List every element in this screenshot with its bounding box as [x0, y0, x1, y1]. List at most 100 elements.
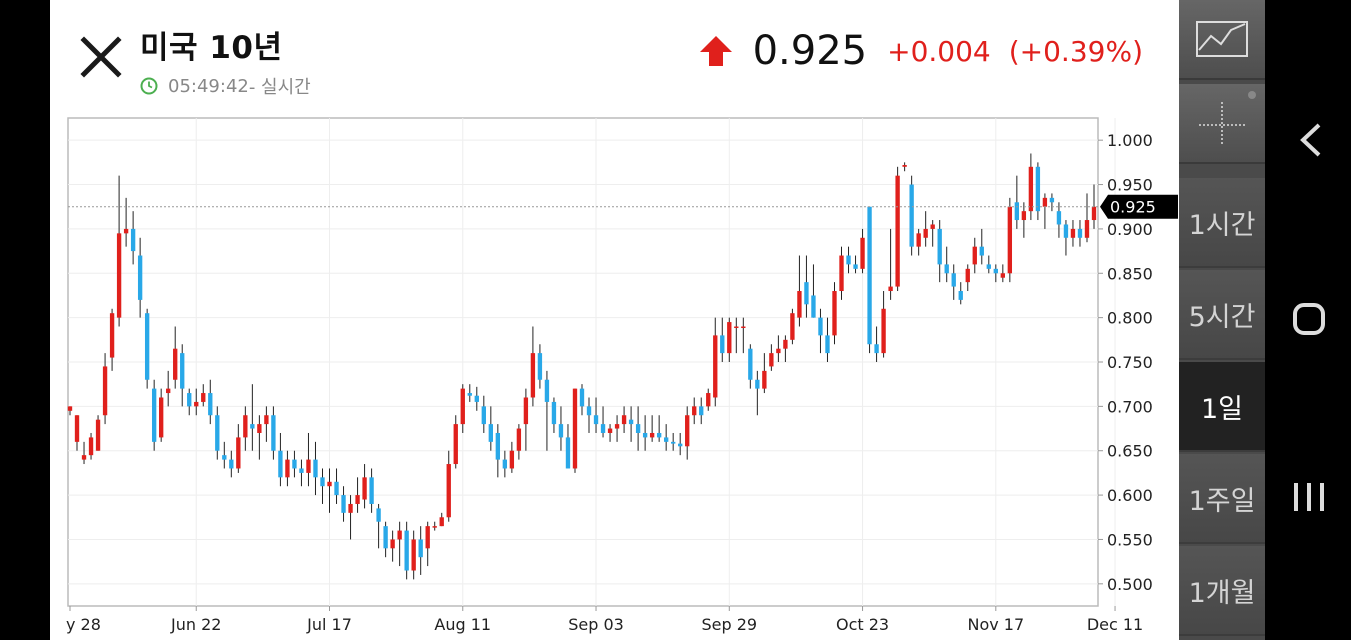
- candle: [159, 388, 164, 442]
- candle: [678, 432, 683, 456]
- candle-body: [264, 415, 269, 425]
- candle: [937, 220, 942, 283]
- candle: [418, 526, 423, 575]
- y-tick-label: 0.850: [1107, 264, 1153, 283]
- back-icon[interactable]: [1265, 95, 1351, 185]
- crosshair-button[interactable]: [1179, 84, 1265, 164]
- candle: [804, 255, 809, 318]
- chart-type-button[interactable]: [1179, 0, 1265, 80]
- candle-body: [313, 459, 318, 478]
- candle: [334, 468, 339, 504]
- period-5hours[interactable]: 5시간: [1179, 270, 1265, 360]
- realtime-label: - 실시간: [248, 77, 311, 98]
- candle-body: [144, 313, 150, 380]
- candle: [902, 162, 907, 172]
- candle: [1070, 220, 1076, 247]
- candle-body: [187, 393, 192, 407]
- home-icon[interactable]: [1265, 274, 1351, 364]
- candle: [467, 384, 472, 402]
- crosshair-icon: [1199, 91, 1256, 146]
- candle-body: [839, 255, 844, 292]
- candle-body: [944, 264, 949, 274]
- candle: [951, 264, 956, 300]
- candle-body: [734, 326, 739, 329]
- candle: [236, 424, 241, 473]
- candle: [446, 450, 451, 522]
- candlestick-chart[interactable]: 1.000 0.950 0.900 0.850 0.800 0.750 0.700 0.650…: [50, 0, 1179, 640]
- candle: [130, 211, 136, 265]
- candle-body: [530, 353, 536, 398]
- candle-body: [748, 348, 753, 380]
- candle: [607, 424, 613, 442]
- candle: [1028, 153, 1034, 221]
- candle-body: [285, 459, 290, 478]
- candle: [208, 379, 213, 425]
- y-tick-label: 0.550: [1107, 530, 1153, 549]
- candle-body: [1014, 202, 1020, 221]
- candle: [565, 424, 571, 469]
- candle: [537, 344, 543, 389]
- candle-body: [888, 286, 893, 292]
- candle: [649, 415, 655, 442]
- candle-body: [173, 348, 178, 380]
- candle: [1007, 197, 1013, 283]
- candle-body: [1091, 206, 1097, 221]
- period-1week[interactable]: 1주일: [1179, 454, 1265, 544]
- candle: [292, 450, 297, 478]
- candle-body: [418, 539, 423, 558]
- candle-body: [727, 322, 732, 354]
- candle: [88, 432, 94, 460]
- candle-body: [558, 424, 564, 438]
- period-1day[interactable]: 1일: [1179, 362, 1265, 452]
- candle-body: [404, 530, 409, 571]
- candle: [720, 317, 725, 362]
- candle-body: [278, 450, 283, 478]
- candle: [257, 415, 262, 460]
- close-icon[interactable]: [78, 34, 124, 80]
- recents-icon[interactable]: [1265, 452, 1351, 542]
- candle-body: [628, 419, 634, 425]
- candle: [264, 406, 269, 442]
- candle: [439, 512, 444, 527]
- x-tick-label: Aug 11: [434, 615, 491, 634]
- candle-body: [993, 268, 998, 274]
- price-value: 0.925: [752, 28, 868, 74]
- chart-type-icon: [1196, 21, 1248, 57]
- candle-body: [1035, 166, 1041, 212]
- candle: [271, 406, 276, 460]
- candle: [278, 432, 283, 487]
- candle-body: [565, 437, 571, 469]
- candle: [635, 406, 641, 451]
- candle-body: [362, 477, 367, 500]
- candle-body: [607, 428, 613, 433]
- candle-body: [460, 388, 465, 425]
- period-1hour[interactable]: 1시간: [1179, 178, 1265, 268]
- candle-body: [537, 353, 543, 380]
- candle-body: [495, 432, 501, 460]
- candle: [944, 246, 949, 283]
- candle: [137, 237, 143, 318]
- candle: [600, 406, 606, 438]
- candle-body: [951, 273, 956, 287]
- candle: [628, 406, 634, 442]
- candle: [811, 264, 816, 318]
- candle: [404, 521, 409, 580]
- candle: [734, 317, 739, 354]
- candle: [544, 370, 550, 451]
- x-tick-label: y 28: [66, 615, 101, 634]
- candle: [173, 326, 178, 389]
- candle: [699, 397, 704, 425]
- candle-body: [642, 432, 648, 438]
- candle-body: [1070, 228, 1076, 238]
- candle-body: [986, 264, 991, 269]
- period-1month[interactable]: 1개월: [1179, 546, 1265, 636]
- candle-body: [369, 477, 374, 504]
- candle-body: [846, 255, 851, 265]
- candle: [81, 441, 87, 465]
- candle-body: [376, 508, 381, 522]
- candle: [488, 406, 493, 451]
- candle-body: [523, 397, 529, 425]
- candle-body: [790, 313, 795, 340]
- candle: [102, 353, 108, 425]
- candle-body: [341, 495, 346, 513]
